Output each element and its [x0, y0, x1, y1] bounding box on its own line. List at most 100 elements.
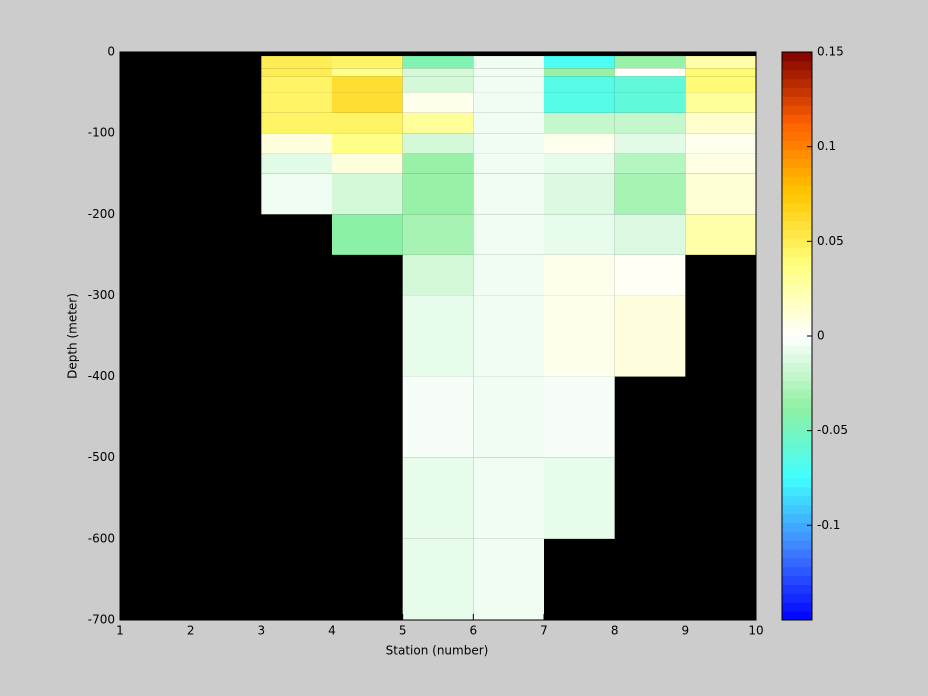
cell [332, 56, 403, 69]
y-tick-label: -500 [88, 450, 115, 464]
colorbar-swatch [782, 69, 812, 80]
colorbar-swatch [782, 513, 812, 523]
x-tick-label: 2 [187, 624, 195, 638]
cell [473, 295, 544, 377]
axes-frame [119, 51, 757, 621]
colorbar-swatch [782, 575, 812, 585]
cell [402, 153, 474, 174]
colorbar-swatch [782, 504, 812, 514]
cell [614, 68, 686, 77]
cell [261, 173, 332, 215]
cell [544, 457, 615, 539]
y-tick-label: -100 [88, 126, 115, 140]
cell [473, 538, 544, 620]
cell [402, 92, 474, 113]
colorbar-swatch [782, 371, 812, 381]
colorbar-tick-label: 0.15 [817, 45, 844, 59]
cell [332, 153, 403, 174]
cell [685, 153, 756, 174]
cell [614, 295, 686, 377]
cell [544, 56, 615, 69]
cell [332, 76, 403, 93]
cell [261, 133, 332, 154]
colorbar-swatch [782, 451, 812, 461]
colorbar-swatch [782, 415, 812, 426]
cell [332, 133, 403, 154]
cell [261, 92, 332, 113]
cell [685, 112, 756, 134]
cell [402, 68, 474, 77]
cell [261, 56, 332, 69]
colorbar-swatch [782, 344, 812, 355]
colorbar-swatch [782, 318, 812, 328]
colorbar-swatch [782, 96, 812, 106]
colorbar-tick-label: 0 [817, 329, 825, 343]
colorbar-swatch [782, 460, 812, 470]
cell [614, 112, 686, 134]
cell [332, 173, 403, 215]
colorbar-swatch [782, 522, 812, 532]
cell [261, 68, 332, 77]
cell [544, 92, 615, 113]
cell [544, 133, 615, 154]
cell [614, 214, 686, 255]
colorbar-tick-label: -0.05 [817, 423, 848, 437]
cell [473, 254, 544, 296]
cell [473, 153, 544, 174]
colorbar-swatch [782, 327, 812, 337]
colorbar-swatch [782, 114, 812, 124]
colorbar-swatch [782, 611, 812, 621]
cell [332, 112, 403, 134]
cell [473, 133, 544, 154]
cell [473, 214, 544, 255]
colorbar-swatch [782, 265, 812, 275]
cell [402, 56, 474, 69]
cell [473, 92, 544, 113]
colorbar-swatch [782, 220, 812, 230]
colorbar-swatch [782, 78, 812, 88]
y-axis-label: Depth (meter) [66, 293, 80, 379]
colorbar-swatch [782, 478, 812, 488]
colorbar-swatch [782, 380, 812, 390]
colorbar-tick-label: -0.1 [817, 518, 840, 532]
colorbar-tick-label: 0.1 [817, 139, 836, 153]
cell [685, 56, 756, 69]
colorbar-swatch [782, 557, 812, 568]
x-tick-label: 8 [611, 624, 619, 638]
cell [473, 112, 544, 134]
cell [544, 214, 615, 255]
cell [402, 295, 474, 377]
cell [402, 133, 474, 154]
y-tick-label: -400 [88, 369, 115, 383]
y-tick-label: 0 [107, 45, 115, 59]
cell [402, 173, 474, 215]
colorbar-swatch [782, 229, 812, 239]
colorbar-swatch [782, 149, 812, 159]
cell [614, 153, 686, 174]
colorbar-swatch [782, 158, 812, 168]
colorbar-swatch [782, 140, 812, 151]
cell [473, 376, 544, 458]
cell [402, 457, 474, 539]
colorbar-swatch [782, 291, 812, 301]
cell [402, 376, 474, 458]
cell [685, 173, 756, 215]
colorbar-swatch [782, 247, 812, 257]
x-tick-label: 7 [540, 624, 548, 638]
y-tick-label: -200 [88, 207, 115, 221]
colorbar-swatch [782, 469, 812, 479]
cell [332, 68, 403, 77]
colorbar-swatch [782, 194, 812, 204]
cell [261, 153, 332, 174]
cell [473, 173, 544, 215]
cell [402, 214, 474, 255]
colorbar-swatch [782, 60, 812, 71]
cell [473, 457, 544, 539]
colorbar-swatch [782, 185, 812, 195]
colorbar-swatch [782, 540, 812, 550]
cell [332, 92, 403, 113]
y-tick-label: -700 [88, 613, 115, 627]
colorbar-swatch [782, 398, 812, 408]
colorbar-swatch [782, 362, 812, 372]
colorbar-swatch [782, 309, 812, 319]
